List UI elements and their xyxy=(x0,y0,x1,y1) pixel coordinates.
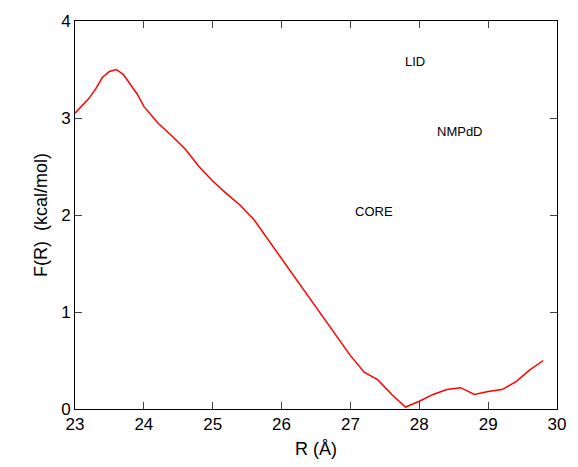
svg-text:1: 1 xyxy=(61,303,70,322)
svg-text:LID: LID xyxy=(405,54,425,69)
svg-text:30: 30 xyxy=(548,415,567,434)
svg-text:2: 2 xyxy=(61,206,70,225)
svg-text:27: 27 xyxy=(341,415,360,434)
svg-text:26: 26 xyxy=(272,415,291,434)
svg-text:3: 3 xyxy=(61,109,70,128)
svg-text:NMPdD: NMPdD xyxy=(437,124,483,139)
svg-text:23: 23 xyxy=(66,415,85,434)
svg-text:4: 4 xyxy=(61,12,70,31)
svg-text:R (Å): R (Å) xyxy=(295,439,337,459)
svg-text:28: 28 xyxy=(410,415,429,434)
svg-text:F(R) (kcal/mol): F(R) (kcal/mol) xyxy=(31,153,51,277)
svg-text:29: 29 xyxy=(479,415,498,434)
svg-text:25: 25 xyxy=(203,415,222,434)
svg-text:24: 24 xyxy=(134,415,153,434)
svg-text:CORE: CORE xyxy=(355,204,393,219)
svg-text:0: 0 xyxy=(61,400,70,419)
